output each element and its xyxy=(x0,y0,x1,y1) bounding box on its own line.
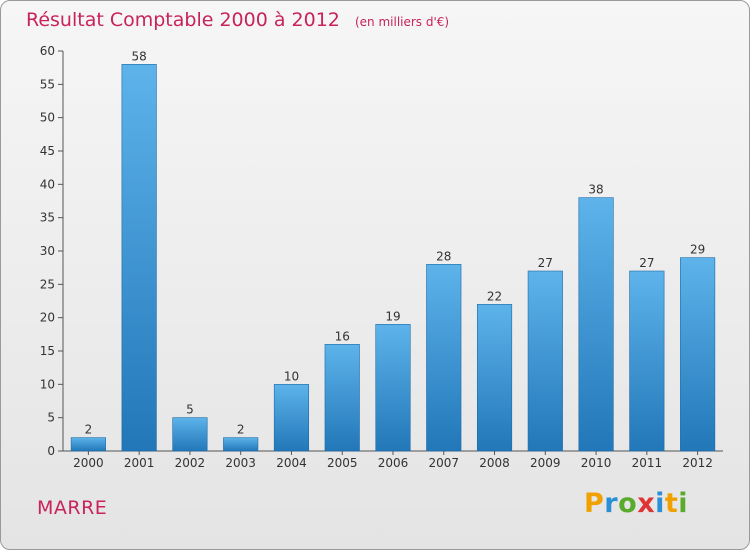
y-tick-label: 5 xyxy=(47,411,55,425)
y-tick-label: 15 xyxy=(40,344,55,358)
value-label-2005: 16 xyxy=(335,329,350,343)
bar-2008 xyxy=(476,304,513,452)
logo-letter: x xyxy=(637,488,656,519)
y-tick-label: 35 xyxy=(40,211,55,225)
value-label-2001: 58 xyxy=(132,49,147,63)
y-tick-label: 60 xyxy=(40,44,55,58)
subtitle-text: (en milliers d'€) xyxy=(354,15,450,29)
x-tick-label-2005: 2005 xyxy=(327,456,358,470)
bar-2000 xyxy=(70,437,106,452)
bar-2010 xyxy=(578,197,614,452)
value-label-2000: 2 xyxy=(85,423,93,437)
x-tick-label-2011: 2011 xyxy=(632,456,663,470)
logo-letter: i xyxy=(655,488,665,519)
place-name: MARRE xyxy=(37,497,108,519)
x-tick-label-2001: 2001 xyxy=(124,456,155,470)
x-tick-label-2006: 2006 xyxy=(378,456,409,470)
y-tick-label: 55 xyxy=(40,77,55,91)
y-tick-label: 20 xyxy=(40,311,55,325)
x-tick-label-2000: 2000 xyxy=(73,456,104,470)
x-tick-label-2012: 2012 xyxy=(682,456,713,470)
value-label-2012: 29 xyxy=(690,243,705,257)
bar-2012 xyxy=(680,257,716,452)
value-label-2009: 27 xyxy=(538,256,553,270)
bar-2002 xyxy=(172,417,208,452)
value-label-2007: 28 xyxy=(436,249,451,263)
value-label-2006: 19 xyxy=(385,309,400,323)
title-text: Résultat Comptable 2000 à 2012 xyxy=(26,9,340,31)
y-tick-label: 40 xyxy=(40,177,55,191)
y-tick-label: 30 xyxy=(40,244,55,258)
x-tick-label-2007: 2007 xyxy=(428,456,459,470)
logo-letter: P xyxy=(584,488,605,519)
bar-2007 xyxy=(426,264,462,452)
bar-2005 xyxy=(324,344,360,452)
value-label-2003: 2 xyxy=(237,423,245,437)
bar-2011 xyxy=(629,270,665,452)
x-tick-label-2008: 2008 xyxy=(479,456,510,470)
x-tick-label-2009: 2009 xyxy=(530,456,561,470)
value-label-2010: 38 xyxy=(588,183,603,197)
y-tick-label: 10 xyxy=(40,377,55,391)
bar-2009 xyxy=(527,270,563,452)
logo-letter: t xyxy=(664,488,679,519)
x-tick-label-2004: 2004 xyxy=(276,456,307,470)
y-tick-label: 0 xyxy=(47,444,55,458)
proxiti-logo: Proxiti xyxy=(584,488,688,519)
x-tick-label-2003: 2003 xyxy=(225,456,256,470)
y-tick-label: 45 xyxy=(40,144,55,158)
bar-2004 xyxy=(273,384,310,452)
chart-title: Résultat Comptable 2000 à 2012 (en milli… xyxy=(26,9,449,31)
y-tick-label: 50 xyxy=(40,111,55,125)
y-tick-label: 25 xyxy=(40,277,55,291)
value-label-2011: 27 xyxy=(639,256,654,270)
value-label-2004: 10 xyxy=(284,369,299,383)
x-tick-label-2010: 2010 xyxy=(581,456,612,470)
x-tick-label-2002: 2002 xyxy=(175,456,206,470)
bar-2003 xyxy=(223,437,259,452)
logo-letter: r xyxy=(604,488,619,519)
value-label-2002: 5 xyxy=(186,403,194,417)
value-label-2008: 22 xyxy=(487,289,502,303)
bar-2001 xyxy=(121,64,157,452)
logo-letter: i xyxy=(678,488,689,519)
logo-letter: o xyxy=(618,488,638,519)
bar-2006 xyxy=(375,324,411,452)
labels: 2 58 5 2 10 16 19 28 22 27 38 27 29 xyxy=(85,49,706,436)
bars xyxy=(70,64,716,452)
